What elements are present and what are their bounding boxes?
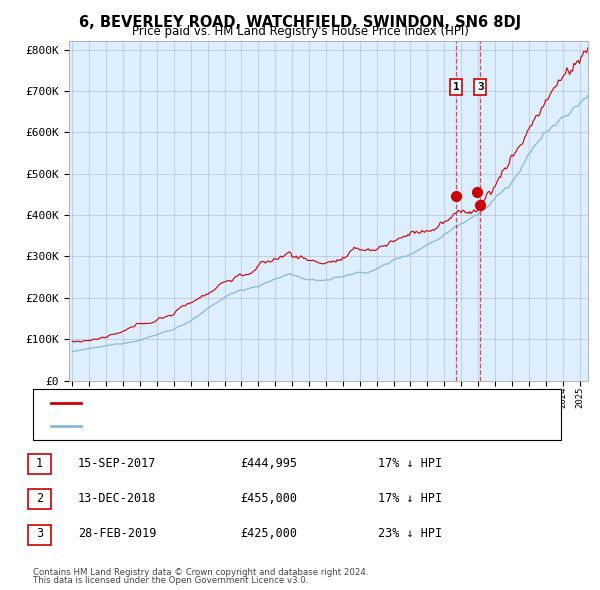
Text: 1: 1	[36, 457, 43, 470]
Text: 3: 3	[36, 527, 43, 540]
Text: 6, BEVERLEY ROAD, WATCHFIELD, SWINDON, SN6 8DJ: 6, BEVERLEY ROAD, WATCHFIELD, SWINDON, S…	[79, 15, 521, 30]
Text: 1: 1	[453, 82, 460, 92]
Text: 6, BEVERLEY ROAD, WATCHFIELD, SWINDON, SN6 8DJ (detached house): 6, BEVERLEY ROAD, WATCHFIELD, SWINDON, S…	[87, 398, 481, 408]
Text: 23% ↓ HPI: 23% ↓ HPI	[378, 527, 442, 540]
Text: £455,000: £455,000	[240, 492, 297, 505]
Text: 2: 2	[36, 492, 43, 505]
Text: This data is licensed under the Open Government Licence v3.0.: This data is licensed under the Open Gov…	[33, 576, 308, 585]
Text: £444,995: £444,995	[240, 457, 297, 470]
Text: HPI: Average price, detached house, Vale of White Horse: HPI: Average price, detached house, Vale…	[87, 421, 431, 431]
Text: Price paid vs. HM Land Registry's House Price Index (HPI): Price paid vs. HM Land Registry's House …	[131, 25, 469, 38]
Text: 17% ↓ HPI: 17% ↓ HPI	[378, 457, 442, 470]
Text: 17% ↓ HPI: 17% ↓ HPI	[378, 492, 442, 505]
Text: 13-DEC-2018: 13-DEC-2018	[78, 492, 157, 505]
Text: 15-SEP-2017: 15-SEP-2017	[78, 457, 157, 470]
Text: 3: 3	[477, 82, 484, 92]
Text: Contains HM Land Registry data © Crown copyright and database right 2024.: Contains HM Land Registry data © Crown c…	[33, 568, 368, 577]
Text: 28-FEB-2019: 28-FEB-2019	[78, 527, 157, 540]
Text: £425,000: £425,000	[240, 527, 297, 540]
